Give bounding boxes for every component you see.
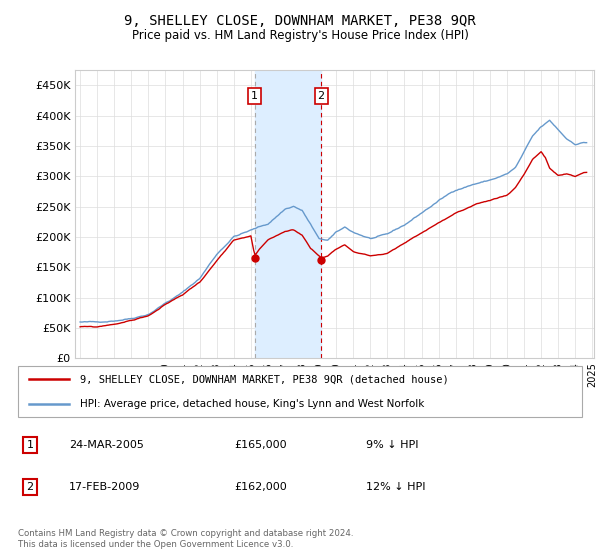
Text: 24-MAR-2005: 24-MAR-2005 [69,440,144,450]
Text: 12% ↓ HPI: 12% ↓ HPI [366,482,425,492]
Text: 17-FEB-2009: 17-FEB-2009 [69,482,140,492]
Text: 9, SHELLEY CLOSE, DOWNHAM MARKET, PE38 9QR (detached house): 9, SHELLEY CLOSE, DOWNHAM MARKET, PE38 9… [80,374,449,384]
Text: 9% ↓ HPI: 9% ↓ HPI [366,440,419,450]
Text: HPI: Average price, detached house, King's Lynn and West Norfolk: HPI: Average price, detached house, King… [80,399,424,409]
Text: 1: 1 [251,91,258,101]
Text: Contains HM Land Registry data © Crown copyright and database right 2024.
This d: Contains HM Land Registry data © Crown c… [18,529,353,549]
Text: 1: 1 [26,440,34,450]
Text: £165,000: £165,000 [234,440,287,450]
Text: 2: 2 [26,482,34,492]
Text: 2: 2 [317,91,325,101]
Text: 9, SHELLEY CLOSE, DOWNHAM MARKET, PE38 9QR: 9, SHELLEY CLOSE, DOWNHAM MARKET, PE38 9… [124,14,476,28]
Bar [255,70,321,358]
Text: Price paid vs. HM Land Registry's House Price Index (HPI): Price paid vs. HM Land Registry's House … [131,29,469,42]
Text: £162,000: £162,000 [234,482,287,492]
